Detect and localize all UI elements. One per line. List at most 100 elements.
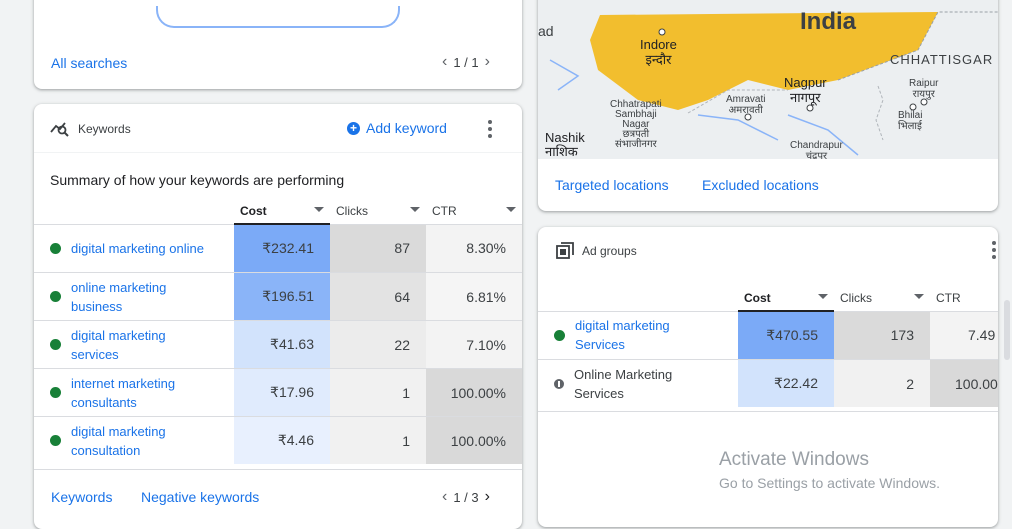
keyword-row: digital marketing services ₹41.63 22 7.1…	[34, 320, 522, 369]
keywords-table: Cost Clicks CTR digital marketing online…	[34, 203, 522, 464]
cost-column-header[interactable]: Cost	[738, 290, 834, 312]
map-label-ad: ad	[538, 23, 554, 39]
adgroups-title: Ad groups	[582, 244, 637, 258]
ad-groups-icon	[556, 242, 574, 265]
searches-pager-text: 1 / 1	[453, 54, 479, 70]
dropdown-icon	[506, 207, 516, 212]
negative-keywords-link[interactable]: Negative keywords	[141, 489, 260, 505]
ctr-cell: 100.00%	[426, 368, 522, 417]
ctr-cell: 6.81%	[426, 272, 522, 321]
activate-windows-watermark: Activate Windows Go to Settings to activ…	[719, 449, 940, 491]
chevron-left-icon[interactable]: ‹	[442, 53, 448, 70]
keyword-link[interactable]: online marketing business	[71, 279, 167, 314]
keyword-row: digital marketing online ₹232.41 87 8.30…	[34, 223, 522, 273]
adgroup-link[interactable]: digital marketing Services	[575, 318, 670, 353]
paused-status-icon	[554, 378, 564, 389]
ctr-cell: 7.49	[930, 310, 998, 360]
keywords-header: Keywords + Add keyword	[34, 104, 522, 153]
add-keyword-label: Add keyword	[366, 120, 447, 136]
ctr-cell: 100.00	[930, 359, 998, 407]
adgroup-row: Online Marketing Services ₹22.42 2 100.0…	[538, 359, 998, 407]
adgroup-row: digital marketing Services ₹470.55 173 7…	[538, 310, 998, 360]
map-label-chandrapur: Chandrapur चंद्रपूर	[790, 140, 843, 159]
cost-cell: ₹17.96	[234, 368, 330, 417]
keywords-footer: Keywords Negative keywords ‹ 1 / 3 ›	[34, 469, 522, 529]
map-label-india: India	[800, 8, 857, 35]
map-label-chhattisgarh: CHHATTISGAR	[890, 52, 994, 67]
map-label-bhilai: Bhilai भिलाई	[898, 110, 923, 132]
keyword-link[interactable]: digital marketing online	[71, 240, 204, 256]
clicks-cell: 1	[330, 368, 426, 417]
ctr-column-header[interactable]: CTR	[426, 203, 522, 225]
keywords-chart-icon	[50, 119, 70, 142]
keyword-row: internet marketing consultants ₹17.96 1 …	[34, 368, 522, 417]
map-label-amravati: Amravati अमरावती	[726, 94, 766, 116]
clicks-cell: 1	[330, 416, 426, 464]
cost-column-header[interactable]: Cost	[234, 203, 330, 225]
chevron-right-icon[interactable]: ›	[484, 53, 490, 70]
adgroups-card: Ad groups Cost Clicks CTR digital market…	[538, 227, 998, 527]
adgroups-more-icon[interactable]	[984, 240, 998, 260]
keywords-pager: ‹ 1 / 3 ›	[442, 488, 490, 506]
cost-cell: ₹41.63	[234, 320, 330, 369]
clicks-cell: 173	[834, 310, 930, 360]
excluded-locations-tab[interactable]: Excluded locations	[702, 177, 819, 193]
adgroup-name-header	[538, 290, 738, 311]
chevron-left-icon[interactable]: ‹	[442, 488, 448, 505]
keyword-row: digital marketing consultation ₹4.46 1 1…	[34, 416, 522, 464]
scrollbar[interactable]	[1002, 0, 1012, 519]
sort-dropdown-icon	[314, 207, 324, 212]
enabled-status-icon	[50, 387, 61, 398]
clicks-cell: 87	[330, 223, 426, 273]
adgroups-header: Ad groups	[538, 227, 998, 275]
cost-cell: ₹232.41	[234, 223, 330, 273]
map-label-nagpur: Nagpur नागपूर	[784, 75, 827, 105]
enabled-status-icon	[50, 242, 61, 254]
add-keyword-button[interactable]: + Add keyword	[347, 120, 447, 136]
cost-cell: ₹22.42	[738, 359, 834, 407]
keyword-link[interactable]: internet marketing consultants	[71, 375, 176, 410]
clicks-cell: 2	[834, 359, 930, 407]
dropdown-icon	[410, 207, 420, 212]
adgroups-table-bottom-border	[538, 411, 998, 412]
map-label-nashik: Nashik नाशिक	[545, 130, 585, 159]
cost-cell: ₹470.55	[738, 310, 834, 360]
dropdown-icon	[914, 294, 924, 299]
keywords-more-icon[interactable]	[480, 119, 500, 139]
keywords-card: Keywords + Add keyword Summary of how yo…	[34, 104, 522, 529]
keywords-summary: Summary of how your keywords are perform…	[50, 172, 345, 188]
keywords-footer-link[interactable]: Keywords	[51, 489, 113, 505]
clicks-cell: 64	[330, 272, 426, 321]
map-label-raipur: Raipur रायपुर	[909, 78, 939, 100]
keywords-title: Keywords	[78, 122, 131, 136]
clicks-cell: 22	[330, 320, 426, 369]
keyword-link[interactable]: digital marketing consultation	[71, 423, 166, 458]
map-label-chhatrapati: Chhatrapati Sambhaji Nagar छत्रपती संभाजीनगर	[610, 99, 662, 150]
map[interactable]: ad India Indore इन्दौर Nagpur नागपूर CHHAT…	[538, 0, 998, 159]
enabled-status-icon	[50, 339, 61, 350]
clicks-column-header[interactable]: Clicks	[834, 290, 930, 312]
sort-dropdown-icon	[818, 294, 828, 299]
ctr-cell: 7.10%	[426, 320, 522, 369]
scrollbar-thumb[interactable]	[1004, 300, 1010, 360]
targeted-locations-tab[interactable]: Targeted locations	[555, 177, 669, 193]
searches-pager: ‹ 1 / 1 ›	[442, 53, 490, 71]
adgroup-link[interactable]: Online Marketing Services	[574, 366, 673, 401]
keywords-name-header	[34, 203, 234, 224]
all-searches-link[interactable]: All searches	[51, 55, 128, 71]
ctr-column-header[interactable]: CTR	[930, 290, 998, 312]
map-label-indore: Indore इन्दौर	[640, 37, 677, 67]
map-graphic	[538, 0, 998, 159]
activate-windows-subtitle: Go to Settings to activate Windows.	[719, 475, 940, 491]
cost-cell: ₹196.51	[234, 272, 330, 321]
activate-windows-title: Activate Windows	[719, 449, 869, 470]
chevron-right-icon[interactable]: ›	[484, 488, 490, 505]
searches-chip	[156, 6, 400, 28]
clicks-column-header[interactable]: Clicks	[330, 203, 426, 225]
enabled-status-icon	[554, 329, 565, 341]
enabled-status-icon	[50, 435, 61, 446]
keyword-link[interactable]: digital marketing services	[71, 327, 166, 362]
ctr-cell: 100.00%	[426, 416, 522, 464]
cost-cell: ₹4.46	[234, 416, 330, 464]
ctr-cell: 8.30%	[426, 223, 522, 273]
